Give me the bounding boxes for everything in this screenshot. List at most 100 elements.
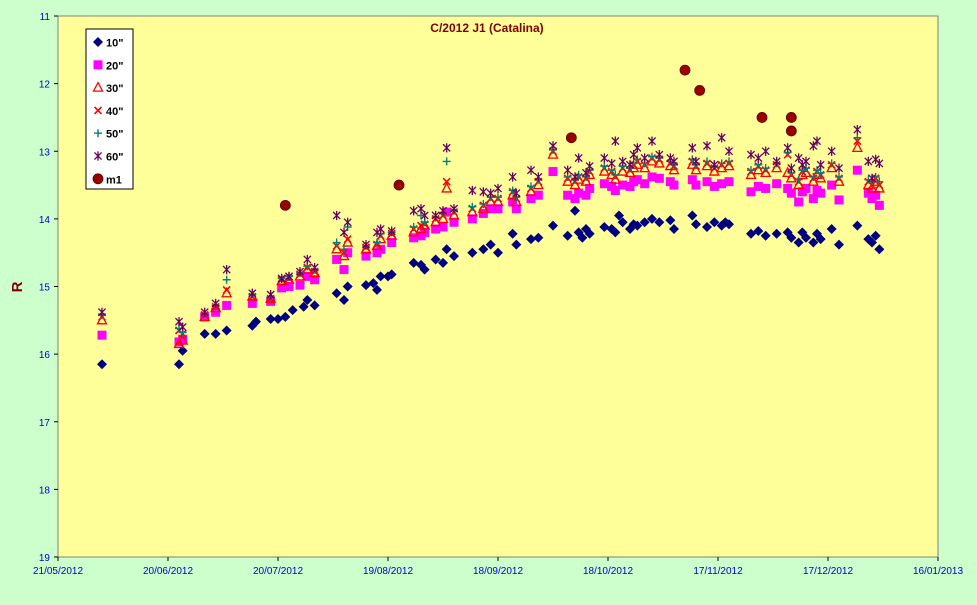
legend-marker bbox=[92, 173, 104, 185]
data-point bbox=[816, 160, 825, 170]
data-point bbox=[431, 210, 440, 221]
x-tick-label: 18/09/2012 bbox=[473, 566, 523, 577]
data-point bbox=[408, 257, 419, 268]
data-point bbox=[178, 334, 188, 344]
data-point bbox=[853, 125, 862, 135]
data-point bbox=[508, 172, 517, 182]
data-point bbox=[794, 175, 803, 184]
data-point bbox=[852, 165, 862, 175]
data-point bbox=[332, 210, 341, 221]
data-point bbox=[332, 238, 341, 247]
data-point bbox=[247, 298, 257, 308]
data-point bbox=[570, 194, 580, 204]
data-point bbox=[548, 141, 558, 151]
data-point bbox=[709, 181, 719, 191]
data-point bbox=[782, 166, 794, 178]
data-point bbox=[772, 179, 782, 189]
data-point bbox=[581, 190, 591, 200]
data-point bbox=[565, 132, 577, 144]
data-point bbox=[479, 187, 488, 197]
data-point bbox=[787, 163, 796, 173]
data-point bbox=[174, 359, 184, 370]
data-point bbox=[669, 156, 679, 166]
data-point bbox=[703, 157, 711, 166]
data-point bbox=[277, 283, 287, 293]
data-point bbox=[618, 156, 627, 166]
data-point bbox=[342, 281, 353, 292]
data-point bbox=[669, 224, 679, 235]
data-point bbox=[486, 188, 495, 198]
data-point bbox=[210, 301, 222, 313]
data-point bbox=[563, 190, 573, 200]
legend-marker bbox=[93, 60, 103, 70]
data-point bbox=[279, 199, 291, 211]
data-point bbox=[339, 295, 349, 306]
y-tick-label: 12 bbox=[39, 80, 51, 91]
data-point bbox=[827, 159, 836, 168]
x-tick-label: 20/07/2012 bbox=[253, 566, 303, 577]
data-point bbox=[654, 217, 665, 228]
data-point bbox=[815, 234, 826, 245]
data-point bbox=[442, 207, 452, 217]
data-point bbox=[599, 179, 609, 189]
data-point bbox=[512, 188, 521, 198]
data-point bbox=[222, 300, 232, 310]
data-point bbox=[647, 136, 657, 146]
legend-label: 50" bbox=[106, 129, 123, 141]
data-point bbox=[870, 230, 881, 241]
data-point bbox=[724, 219, 734, 230]
legend-label: m1 bbox=[106, 174, 122, 186]
legend-marker bbox=[94, 129, 102, 138]
data-point bbox=[756, 112, 768, 123]
data-point bbox=[265, 313, 276, 324]
data-point bbox=[809, 172, 818, 181]
data-point bbox=[867, 237, 877, 248]
data-point bbox=[633, 155, 642, 164]
plot-area bbox=[57, 15, 939, 558]
data-point bbox=[361, 280, 371, 291]
data-point bbox=[309, 266, 321, 278]
legend-label: 10" bbox=[106, 38, 123, 50]
data-point bbox=[577, 232, 588, 243]
data-point bbox=[853, 133, 862, 142]
data-point bbox=[640, 179, 650, 189]
y-tick-label: 18 bbox=[39, 485, 51, 496]
data-point bbox=[534, 172, 543, 182]
data-point bbox=[210, 328, 221, 339]
data-point bbox=[310, 275, 320, 285]
data-point bbox=[375, 271, 386, 282]
data-point bbox=[688, 155, 697, 164]
data-point bbox=[409, 233, 419, 243]
data-point bbox=[438, 222, 448, 232]
data-point bbox=[625, 181, 635, 191]
data-point bbox=[702, 141, 712, 151]
y-tick-label: 14 bbox=[39, 215, 51, 226]
data-point bbox=[409, 206, 418, 216]
data-point bbox=[875, 158, 884, 169]
data-point bbox=[801, 183, 811, 193]
data-point bbox=[430, 254, 441, 265]
data-point bbox=[648, 152, 656, 161]
data-point bbox=[694, 84, 706, 96]
data-point bbox=[746, 150, 756, 160]
data-point bbox=[563, 165, 572, 175]
data-point bbox=[387, 238, 397, 248]
data-point bbox=[373, 238, 381, 247]
data-point bbox=[284, 271, 294, 281]
legend-marker bbox=[93, 151, 103, 161]
y-tick-label: 15 bbox=[39, 283, 51, 294]
data-point bbox=[526, 165, 536, 175]
data-point bbox=[717, 133, 726, 143]
data-point bbox=[511, 239, 522, 250]
data-point bbox=[393, 179, 405, 191]
data-point bbox=[574, 188, 584, 198]
data-point bbox=[248, 288, 257, 298]
data-point bbox=[874, 200, 884, 210]
data-point bbox=[442, 177, 451, 186]
data-point bbox=[302, 295, 313, 306]
data-point bbox=[280, 311, 291, 322]
data-point bbox=[834, 195, 844, 205]
data-point bbox=[783, 143, 792, 153]
x-tick-label: 17/11/2012 bbox=[693, 566, 743, 577]
